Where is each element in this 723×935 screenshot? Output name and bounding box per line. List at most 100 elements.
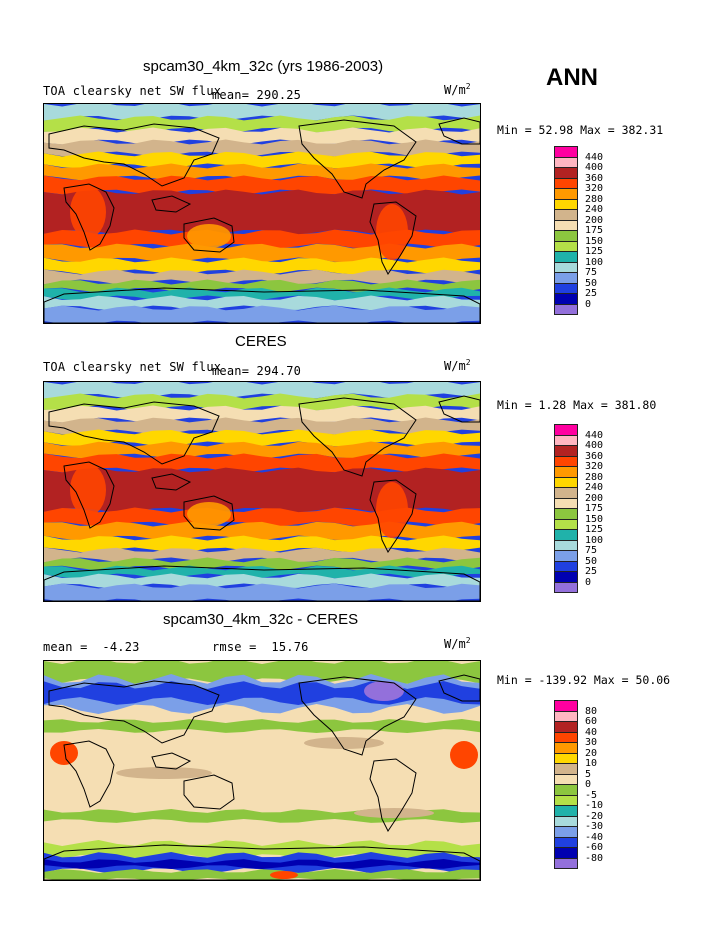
units-label: W/m2 xyxy=(444,358,471,373)
colorbar-level-label: 60 xyxy=(585,716,598,727)
land-patch xyxy=(70,464,106,516)
land-patch xyxy=(187,502,231,526)
colorbar-level-label: 320 xyxy=(585,183,604,194)
field-band xyxy=(44,279,480,293)
variable-label: TOA clearsky net SW flux xyxy=(43,360,222,374)
colorbar-level-label: 440 xyxy=(585,429,604,441)
colorbar-level-label: 0 xyxy=(585,779,592,790)
colorbar-level-label: 100 xyxy=(585,534,604,546)
field-patch xyxy=(304,737,384,749)
coastline xyxy=(438,395,480,423)
colorbar-level-label: -60 xyxy=(585,842,604,853)
coastline xyxy=(298,676,417,756)
colorbar-level-label: -40 xyxy=(585,831,604,843)
colorbar: 440 400 360 320 280 240 200 175 150 125 100 75 50 25 0 xyxy=(554,146,604,318)
colorbar-level-label: 175 xyxy=(585,225,604,236)
land-patch xyxy=(187,224,231,248)
colorbar-level-label: 280 xyxy=(585,471,604,483)
colorbar-level-label: 125 xyxy=(585,524,604,535)
field-band xyxy=(44,139,480,157)
min-max-label: Min = 1.28 Max = 381.80 xyxy=(497,398,657,412)
colorbar-level-label: -30 xyxy=(585,821,604,832)
coastline xyxy=(183,217,235,253)
panel-title: CERES xyxy=(235,333,287,350)
field-band xyxy=(44,257,480,275)
variable-label: TOA clearsky net SW flux xyxy=(43,84,222,98)
field-patch xyxy=(116,767,212,779)
colorbar-level-label: 0 xyxy=(585,298,592,310)
map-panel-diff xyxy=(43,660,481,881)
field-patch xyxy=(50,741,78,765)
colorbar-level-label: 440 xyxy=(585,151,604,163)
land-patch xyxy=(376,482,408,538)
field-band xyxy=(44,583,480,601)
coastline xyxy=(369,479,417,553)
colorbar-level-label: 25 xyxy=(585,288,598,299)
colorbar-level-label: 150 xyxy=(585,513,604,525)
coastline xyxy=(298,119,417,199)
land-patch xyxy=(376,204,408,260)
colorbar-level-label: 150 xyxy=(585,235,604,247)
mean-label: mean= 294.70 xyxy=(212,364,302,378)
field-patch xyxy=(354,808,434,818)
colorbar-level-label: -5 xyxy=(585,789,598,801)
coastline xyxy=(183,774,235,810)
colorbar-level-label: 400 xyxy=(585,440,604,451)
field-patch xyxy=(450,741,478,769)
coastline xyxy=(438,117,480,145)
colorbar-level-label: 320 xyxy=(585,461,604,472)
field-band xyxy=(44,547,480,563)
colorbar-level-label: 0 xyxy=(585,576,592,588)
field-patch xyxy=(364,681,404,701)
colorbar-level-label: 20 xyxy=(585,747,598,759)
colorbar-level-label: 75 xyxy=(585,267,598,278)
colorbar-level-label: 280 xyxy=(585,193,604,205)
coastline xyxy=(48,123,220,187)
field-band xyxy=(44,417,480,435)
map-panel-model xyxy=(43,103,481,324)
rmse-label: rmse = 15.76 xyxy=(212,640,309,654)
map-panel-obs xyxy=(43,381,481,602)
diff-mean-label: mean = -4.23 xyxy=(43,640,140,654)
field-band xyxy=(44,305,480,323)
coastline xyxy=(63,740,115,808)
colorbar-level-label: 30 xyxy=(585,737,598,748)
colorbar-swatch xyxy=(554,303,578,315)
colorbar-swatch xyxy=(554,581,578,593)
units-label: W/m2 xyxy=(444,636,471,651)
coastline xyxy=(44,565,480,601)
coastline xyxy=(298,397,417,477)
units-label: W/m2 xyxy=(444,82,471,97)
coastline xyxy=(369,201,417,275)
coastline xyxy=(63,183,115,251)
colorbar-level-label: 40 xyxy=(585,726,598,738)
coastline xyxy=(438,674,480,702)
field-band xyxy=(44,507,480,527)
field-band xyxy=(44,573,480,589)
coastline xyxy=(44,844,480,880)
colorbar-level-label: 50 xyxy=(585,277,598,289)
colorbar-level-label: -10 xyxy=(585,800,604,811)
field-band xyxy=(44,719,480,733)
colorbar-level-label: 360 xyxy=(585,172,604,184)
colorbar-level-label: -20 xyxy=(585,810,604,822)
colorbar-level-label: 100 xyxy=(585,256,604,268)
season-label: ANN xyxy=(546,64,598,91)
colorbar: 440 400 360 320 280 240 200 175 150 125 100 75 50 25 0 xyxy=(554,424,604,596)
coastline xyxy=(63,461,115,529)
colorbar-level-label: 360 xyxy=(585,450,604,462)
land-patch xyxy=(70,186,106,238)
colorbar-level-label: 200 xyxy=(585,214,604,226)
coastline xyxy=(151,473,192,491)
field-band xyxy=(44,269,480,285)
colorbar-level-label: 175 xyxy=(585,503,604,514)
field-band xyxy=(44,229,480,249)
min-max-label: Min = -139.92 Max = 50.06 xyxy=(497,673,671,687)
colorbar-level-label: -80 xyxy=(585,852,604,864)
field-band xyxy=(44,859,480,869)
colorbar-level-label: 80 xyxy=(585,705,598,717)
field-band xyxy=(44,869,480,880)
colorbar-level-label: 240 xyxy=(585,482,604,493)
coastline xyxy=(48,680,220,744)
field-band xyxy=(44,535,480,553)
